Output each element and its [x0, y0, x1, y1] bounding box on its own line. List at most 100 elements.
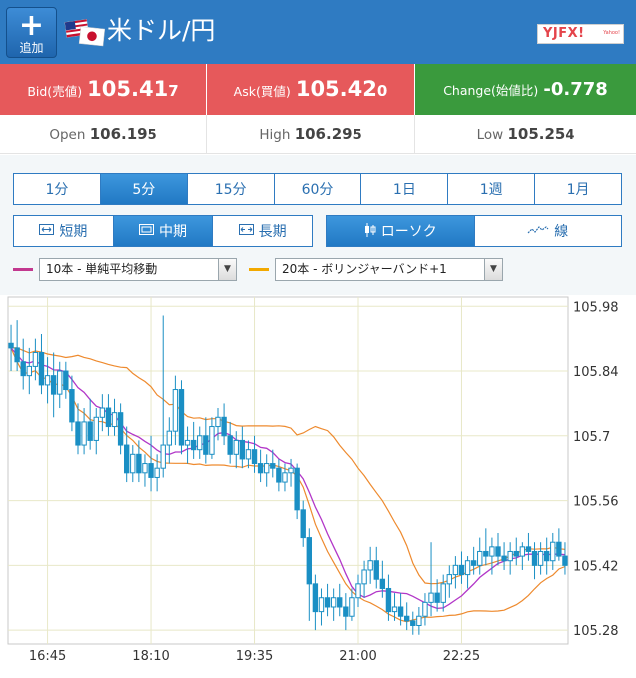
mid-range-icon	[139, 224, 154, 238]
term-short-label: 短期	[59, 224, 88, 240]
candle-body	[20, 361, 26, 377]
candle-body	[337, 597, 343, 608]
candle-body	[130, 453, 136, 474]
yjfx-logo: YJFX! Yahoo!	[537, 24, 624, 44]
candle-body	[422, 601, 428, 617]
timeframe-15min[interactable]: 15分	[186, 174, 274, 204]
candle-body	[227, 435, 233, 455]
candle-body	[276, 467, 282, 483]
chart-type-candle-button[interactable]: ローソク	[327, 216, 474, 246]
candle-body	[172, 389, 179, 432]
candle-body	[245, 449, 252, 460]
candlestick-chart[interactable]: 105.98 105.84 105.7 105.56 105.42 105.28 16:45…	[0, 295, 636, 678]
y-tick-label: 105.42	[573, 559, 619, 574]
candle-body	[154, 467, 160, 478]
term-long-button[interactable]: 長期	[212, 216, 312, 246]
timeframe-1week[interactable]: 1週	[447, 174, 534, 204]
candle-body	[312, 583, 319, 613]
us-jp-flag-icon	[64, 19, 106, 47]
candle-body	[525, 546, 532, 552]
low-value-main: 105.25	[507, 125, 566, 143]
candle-body	[391, 606, 398, 613]
candle-body	[221, 416, 227, 437]
candle-body	[550, 541, 556, 562]
candle-body	[14, 347, 20, 363]
chart-type-line-button[interactable]: 線	[473, 216, 622, 246]
candlestick-icon	[364, 222, 376, 240]
candle-body	[489, 546, 495, 557]
timeframe-selector: 1分 5分 15分 60分 1日 1週 1月	[13, 173, 622, 205]
high-value-main: 106.29	[294, 125, 353, 143]
candle-body	[166, 430, 172, 446]
candle-body	[562, 555, 568, 566]
candle-body	[294, 467, 300, 511]
candle-body	[178, 389, 185, 446]
candle-body	[416, 615, 422, 626]
candle-body	[197, 435, 203, 451]
open-box: Open 106.195	[0, 115, 207, 154]
candle-body	[148, 463, 154, 478]
candle-body	[63, 370, 69, 391]
candle-body	[373, 560, 379, 580]
candle-body	[44, 375, 51, 386]
candle-body	[385, 587, 392, 613]
candle-body	[434, 592, 440, 603]
candle-body	[288, 467, 294, 474]
price-chart[interactable]: 105.98 105.84 105.7 105.56 105.42 105.28 16:45…	[0, 295, 636, 678]
add-button[interactable]: + 追加	[6, 7, 57, 58]
y-tick-label: 105.28	[573, 624, 619, 639]
bid-label: Bid(売値)	[27, 84, 83, 99]
chart-controls: 1分 5分 15分 60分 1日 1週 1月 短期 中期	[0, 155, 636, 295]
candle-body	[483, 550, 489, 557]
term-mid-label: 中期	[159, 224, 187, 240]
chevron-down-icon: ▼	[218, 259, 236, 280]
indicator-1: 10本 - 単純平均移動 ▼	[13, 258, 237, 281]
candle-body	[233, 439, 239, 455]
term-short-button[interactable]: 短期	[14, 216, 113, 246]
timeframe-5min[interactable]: 5分	[99, 174, 187, 204]
timeframe-1day[interactable]: 1日	[360, 174, 447, 204]
term-selector: 短期 中期 長期	[13, 215, 313, 247]
candle-body	[99, 407, 106, 418]
candle-body	[452, 564, 459, 576]
candle-body	[87, 421, 93, 441]
candle-body	[397, 606, 404, 617]
candle-body	[464, 560, 471, 576]
timeframe-1min[interactable]: 1分	[45, 182, 69, 198]
candle-body	[105, 407, 112, 428]
term-long-label: 長期	[258, 224, 287, 240]
candle-body	[531, 550, 538, 566]
candle-body	[556, 541, 562, 557]
term-mid-button[interactable]: 中期	[112, 216, 213, 246]
indicator-1-select[interactable]: 10本 - 単純平均移動 ▼	[39, 258, 237, 281]
timeframe-60min[interactable]: 60分	[273, 174, 361, 204]
open-value-tail: 5	[147, 128, 157, 143]
timeframe-1month[interactable]: 1月	[534, 174, 621, 204]
candle-body	[264, 463, 270, 474]
open-value-main: 106.19	[89, 125, 148, 143]
candle-body	[142, 463, 148, 474]
high-label: High	[259, 127, 291, 143]
candle-body	[117, 412, 124, 446]
candle-body	[544, 550, 550, 562]
candle-body	[343, 606, 349, 617]
candle-body	[355, 583, 361, 599]
bid-price-box: Bid(売値) 105.417	[0, 64, 206, 115]
candle-body	[410, 620, 416, 626]
bid-value-main: 105.41	[87, 77, 169, 101]
header-bar: + 追加 米ドル/円 YJFX! Yahoo!	[0, 0, 636, 64]
indicator-2-label: 20本 - ボリンジャーバンド+1	[282, 262, 447, 276]
candle-body	[300, 509, 306, 539]
long-range-icon	[238, 224, 254, 238]
low-box: Low 105.254	[415, 115, 636, 154]
candle-body	[111, 412, 118, 428]
candle-body	[93, 416, 99, 441]
ask-price-box: Ask(買値) 105.420	[207, 64, 414, 115]
candle-body	[81, 421, 87, 446]
candle-body	[160, 444, 166, 469]
candle-body	[446, 574, 452, 585]
x-tick-label: 16:45	[29, 649, 66, 664]
candle-body	[458, 564, 465, 576]
indicator-2-select[interactable]: 20本 - ボリンジャーバンド+1 ▼	[275, 258, 503, 281]
open-label: Open	[49, 127, 86, 143]
